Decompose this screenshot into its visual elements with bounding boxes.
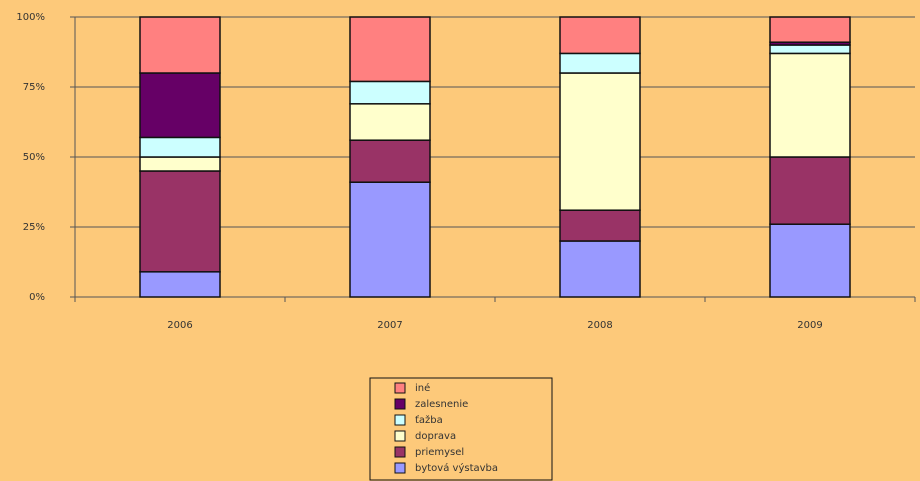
x-tick-label: 2009: [797, 320, 822, 331]
bar-segment: [769, 223, 851, 298]
bar-segment: [349, 181, 431, 298]
bar-segment: [139, 72, 221, 139]
y-tick-label: 50%: [23, 152, 45, 163]
bar-segment: [769, 44, 851, 55]
legend-swatch: [394, 382, 406, 394]
bar-segment: [139, 16, 221, 74]
bar-segment: [769, 16, 851, 43]
x-tick-label: 2006: [167, 320, 192, 331]
bar-segment: [559, 72, 641, 211]
bar-segment: [349, 139, 431, 183]
legend-swatch: [394, 414, 406, 426]
legend-label: iné: [415, 382, 430, 394]
bar-segment: [349, 103, 431, 141]
legend-swatch: [394, 446, 406, 458]
legend-label: bytová výstavba: [415, 462, 498, 474]
bar-segment: [559, 240, 641, 298]
legend-swatch: [394, 398, 406, 410]
y-tick-label: 0%: [29, 292, 45, 303]
x-tick-label: 2007: [377, 320, 402, 331]
bar-segment: [559, 52, 641, 74]
legend-swatch: [394, 462, 406, 474]
bar-segment: [769, 156, 851, 225]
bar-segment: [139, 170, 221, 273]
legend-swatch: [394, 430, 406, 442]
bar-segment: [349, 16, 431, 83]
bar-segment: [139, 156, 221, 172]
y-tick-label: 100%: [16, 12, 45, 23]
bar-segment: [769, 52, 851, 158]
legend-label: doprava: [415, 431, 456, 442]
y-tick-label: 75%: [23, 82, 45, 93]
bar-segment: [559, 16, 641, 55]
legend-label: priemysel: [415, 447, 464, 458]
bar-segment: [559, 209, 641, 242]
bar-segment: [139, 271, 221, 298]
legend-box: [369, 377, 553, 481]
bar-segment: [349, 80, 431, 105]
x-tick-label: 2008: [587, 320, 612, 331]
bar-segment: [139, 136, 221, 158]
legend-label: ťažba: [415, 414, 443, 426]
y-tick-label: 25%: [23, 222, 45, 233]
legend-label: zalesnenie: [415, 399, 468, 410]
